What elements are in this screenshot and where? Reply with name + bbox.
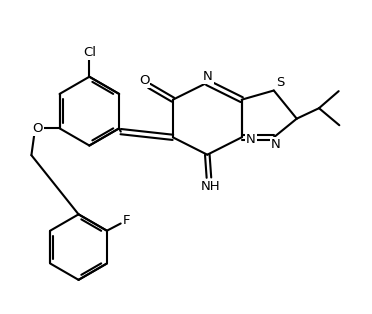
Text: N: N bbox=[203, 70, 212, 83]
Text: S: S bbox=[276, 76, 285, 89]
Text: F: F bbox=[123, 214, 130, 227]
Text: Cl: Cl bbox=[83, 46, 96, 59]
Text: O: O bbox=[139, 73, 149, 87]
Text: NH: NH bbox=[201, 180, 220, 193]
Text: N: N bbox=[246, 133, 256, 146]
Text: O: O bbox=[32, 122, 42, 135]
Text: N: N bbox=[270, 138, 280, 151]
